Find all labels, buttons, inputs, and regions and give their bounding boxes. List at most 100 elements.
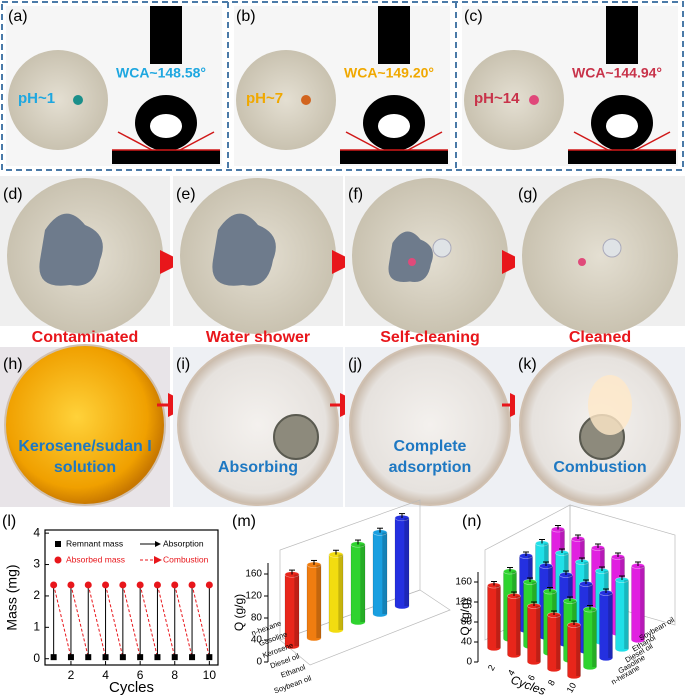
y-tick-label: 0 (33, 651, 40, 665)
combustion-line (191, 584, 210, 658)
water-drop (602, 238, 622, 258)
x-tick-label: 2 (486, 663, 497, 672)
tangent (635, 131, 671, 151)
y-tick-label: 160 (455, 577, 472, 588)
caption: Kerosene/sudan I (18, 438, 151, 455)
point (206, 654, 213, 661)
x-tick-label: 6 (137, 668, 144, 682)
y-tick-label: 4 (33, 525, 40, 539)
point (153, 581, 161, 589)
y-tick-label: 1 (33, 619, 40, 633)
wca-label: WCA~149.20° (344, 65, 434, 81)
x-axis-label: Cycles (109, 679, 154, 695)
legend-label: Remnant mass (66, 538, 123, 548)
needle (606, 6, 638, 64)
legend-label: Absorption (163, 538, 204, 548)
tangent (117, 131, 153, 151)
x-tick-label: 6 (526, 673, 537, 682)
wca-label: WCA~144.94° (572, 65, 662, 81)
category-label: Soybean oil (273, 673, 313, 695)
point (50, 654, 57, 661)
caption: Contaminated (32, 329, 139, 346)
bar-shade (624, 580, 629, 649)
ph-label: pH~14 (474, 90, 520, 107)
bar-base (351, 619, 365, 625)
panel-label: (e) (176, 186, 196, 203)
stage (568, 150, 676, 164)
y-axis-label: Q (g/g) (458, 598, 472, 635)
tangent (345, 131, 381, 151)
petri-dish (177, 344, 339, 506)
stage (112, 150, 220, 164)
x-tick-label: 8 (546, 678, 557, 687)
combustion-line (53, 584, 72, 658)
y-tick-label: 120 (455, 597, 472, 608)
ph-label: pH~7 (246, 90, 283, 107)
pink-drop (408, 258, 416, 266)
panel-label: (a) (8, 8, 28, 25)
y-tick-label: 80 (461, 617, 473, 628)
combustion-line (156, 584, 176, 658)
y-tick-label: 0 (466, 657, 472, 668)
droplet (529, 95, 539, 105)
sample-disk (522, 178, 678, 334)
panel-label: (m) (232, 513, 256, 530)
legend-label: Absorbed mass (66, 554, 125, 564)
bar-base (615, 646, 629, 652)
point (171, 654, 178, 661)
caption: Complete (394, 438, 467, 455)
y-tick-label: 40 (251, 635, 263, 646)
point (188, 581, 196, 589)
sample-disk (8, 50, 108, 150)
needle (150, 6, 182, 64)
bar-shade (404, 518, 409, 606)
bar-base (307, 635, 321, 641)
needle (378, 6, 410, 64)
ph-label: pH~1 (18, 90, 55, 107)
combustion-line (174, 584, 193, 658)
petri-dish (4, 344, 166, 506)
contaminant (39, 213, 103, 286)
caption: Combustion (553, 459, 646, 476)
bar-shade (516, 596, 521, 655)
sample-disk (464, 50, 564, 150)
point (119, 581, 127, 589)
panel-label: (g) (518, 186, 538, 203)
bar-base (329, 627, 343, 633)
y-axis-label: Q (g/g) (232, 594, 246, 631)
wca-label: WCA~148.58° (116, 65, 206, 81)
caption: Water shower (206, 329, 310, 346)
x-tick-label: 10 (565, 681, 579, 695)
flame (588, 375, 632, 435)
stage (340, 150, 448, 164)
bar-shade (338, 554, 343, 630)
point (171, 581, 179, 589)
combustion-line (70, 584, 89, 658)
bar-base (599, 655, 613, 661)
combustion-line (122, 584, 141, 658)
bar-base (567, 673, 581, 679)
bar-shade (592, 609, 597, 667)
bar-base (285, 643, 299, 649)
droplet (73, 95, 83, 105)
point (119, 654, 126, 661)
point (55, 541, 61, 547)
caption: Cleaned (569, 329, 631, 346)
panel-label: (k) (518, 356, 537, 373)
panel-label: (j) (348, 356, 362, 373)
point (102, 654, 109, 661)
petri-dish (349, 344, 511, 506)
point (205, 581, 213, 589)
point (67, 581, 75, 589)
tangent (407, 131, 443, 151)
point (84, 581, 92, 589)
point (67, 654, 74, 661)
y-tick-label: 0 (256, 657, 262, 668)
panel-label: (d) (3, 186, 23, 203)
bar-shade (576, 625, 581, 676)
bar-shade (360, 544, 365, 622)
point (136, 581, 144, 589)
bar-shade (608, 593, 613, 658)
point (54, 556, 62, 564)
